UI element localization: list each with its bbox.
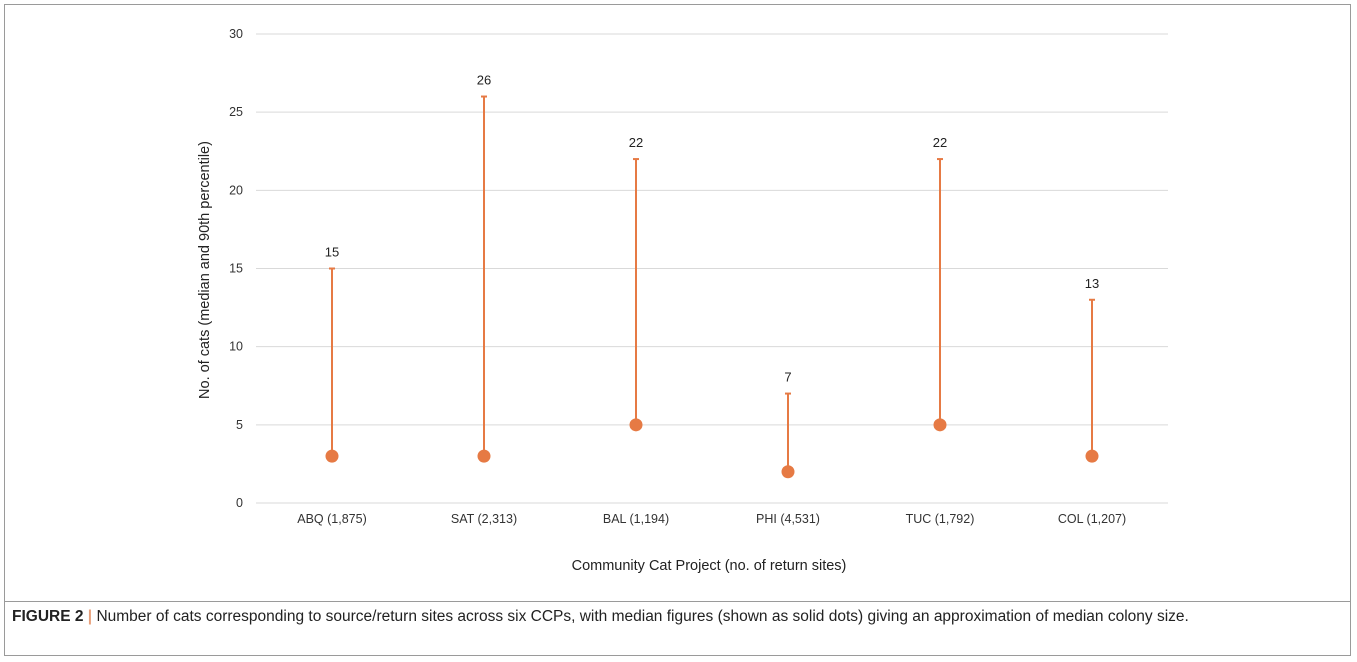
caption-text: Number of cats corresponding to source/r… [96, 608, 1189, 625]
median-dots [325, 418, 1099, 479]
x-tick-label: PHI (4,531) [756, 512, 820, 526]
median-dot [325, 449, 339, 463]
x-axis-ticks: ABQ (1,875) SAT (2,313) BAL (1,194) PHI (4,… [297, 512, 1126, 526]
y-tick-label: 5 [236, 418, 243, 432]
median-dot [477, 449, 491, 463]
data-label: 13 [1085, 276, 1099, 291]
x-tick-label: COL (1,207) [1058, 512, 1126, 526]
y-tick-label: 20 [229, 183, 243, 197]
median-dot [1085, 449, 1099, 463]
caption-figure-number: FIGURE 2 [12, 608, 84, 625]
data-label: 7 [784, 370, 791, 385]
median-dot [781, 465, 795, 479]
data-label: 22 [629, 135, 643, 150]
y-tick-label: 25 [229, 105, 243, 119]
y-axis-title: No. of cats (median and 90th percentile) [197, 141, 213, 399]
x-tick-label: SAT (2,313) [451, 512, 517, 526]
median-dot [933, 418, 947, 432]
x-tick-label: BAL (1,194) [603, 512, 669, 526]
caption-separator: | [87, 608, 93, 625]
figure-caption: FIGURE 2 | Number of cats corresponding … [12, 606, 1332, 628]
gridlines [256, 33, 1168, 504]
caption-label: FIGURE 2 | [12, 608, 92, 625]
y-tick-label: 10 [229, 340, 243, 354]
caption-divider [4, 601, 1351, 602]
x-axis-title: Community Cat Project (no. of return sit… [572, 558, 847, 574]
y-tick-label: 15 [229, 262, 243, 276]
range-lines [329, 95, 1095, 472]
x-tick-label: TUC (1,792) [906, 512, 975, 526]
chart: 0 5 10 15 20 25 30 ABQ (1,875) SAT (2,313) BAL (… [197, 27, 1168, 574]
data-labels: 15 26 22 7 22 13 [325, 73, 1099, 385]
data-label: 26 [477, 73, 491, 88]
x-tick-label: ABQ (1,875) [297, 512, 366, 526]
data-label: 15 [325, 245, 339, 260]
y-axis-ticks: 0 5 10 15 20 25 30 [229, 27, 243, 510]
y-tick-label: 30 [229, 27, 243, 41]
y-tick-label: 0 [236, 496, 243, 510]
data-label: 22 [933, 135, 947, 150]
median-dot [629, 418, 643, 432]
